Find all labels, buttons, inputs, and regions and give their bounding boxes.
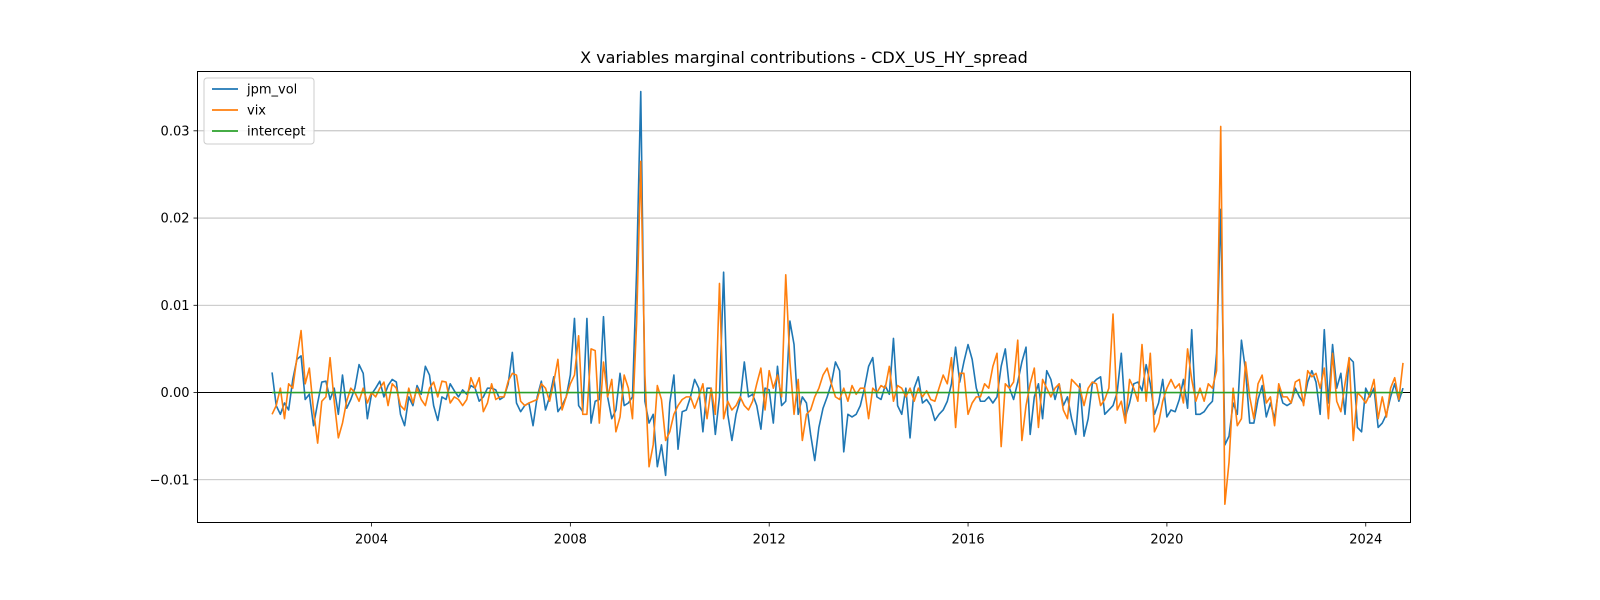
chart-title: X variables marginal contributions - CDX…	[580, 48, 1028, 68]
legend-label-intercept: intercept	[247, 125, 306, 140]
x-tick-label: 2008	[554, 533, 587, 548]
y-tick-label: 0.03	[161, 124, 190, 139]
x-tick-label: 2004	[355, 533, 388, 548]
y-tick-label: −0.01	[150, 473, 190, 488]
y-tick-label: 0.02	[161, 212, 190, 227]
x-tick-label: 2020	[1150, 533, 1183, 548]
y-axis: −0.01 0.00 0.01 0.02 0.03	[150, 124, 198, 488]
y-tick-label: 0.00	[161, 386, 190, 401]
x-tick-label: 2024	[1349, 533, 1382, 548]
legend-label-jpm_vol: jpm_vol	[246, 83, 297, 98]
legend-label-vix: vix	[247, 104, 266, 119]
x-axis: 2004 2008 2012 2016 2020 2024	[355, 522, 1382, 548]
x-tick-label: 2012	[753, 533, 786, 548]
x-tick-label: 2016	[952, 533, 985, 548]
legend-box	[203, 77, 315, 145]
y-tick-label: 0.01	[161, 299, 190, 314]
series-line-vix	[271, 125, 1404, 505]
series-group	[271, 90, 1404, 505]
plot-frame	[197, 71, 1411, 523]
